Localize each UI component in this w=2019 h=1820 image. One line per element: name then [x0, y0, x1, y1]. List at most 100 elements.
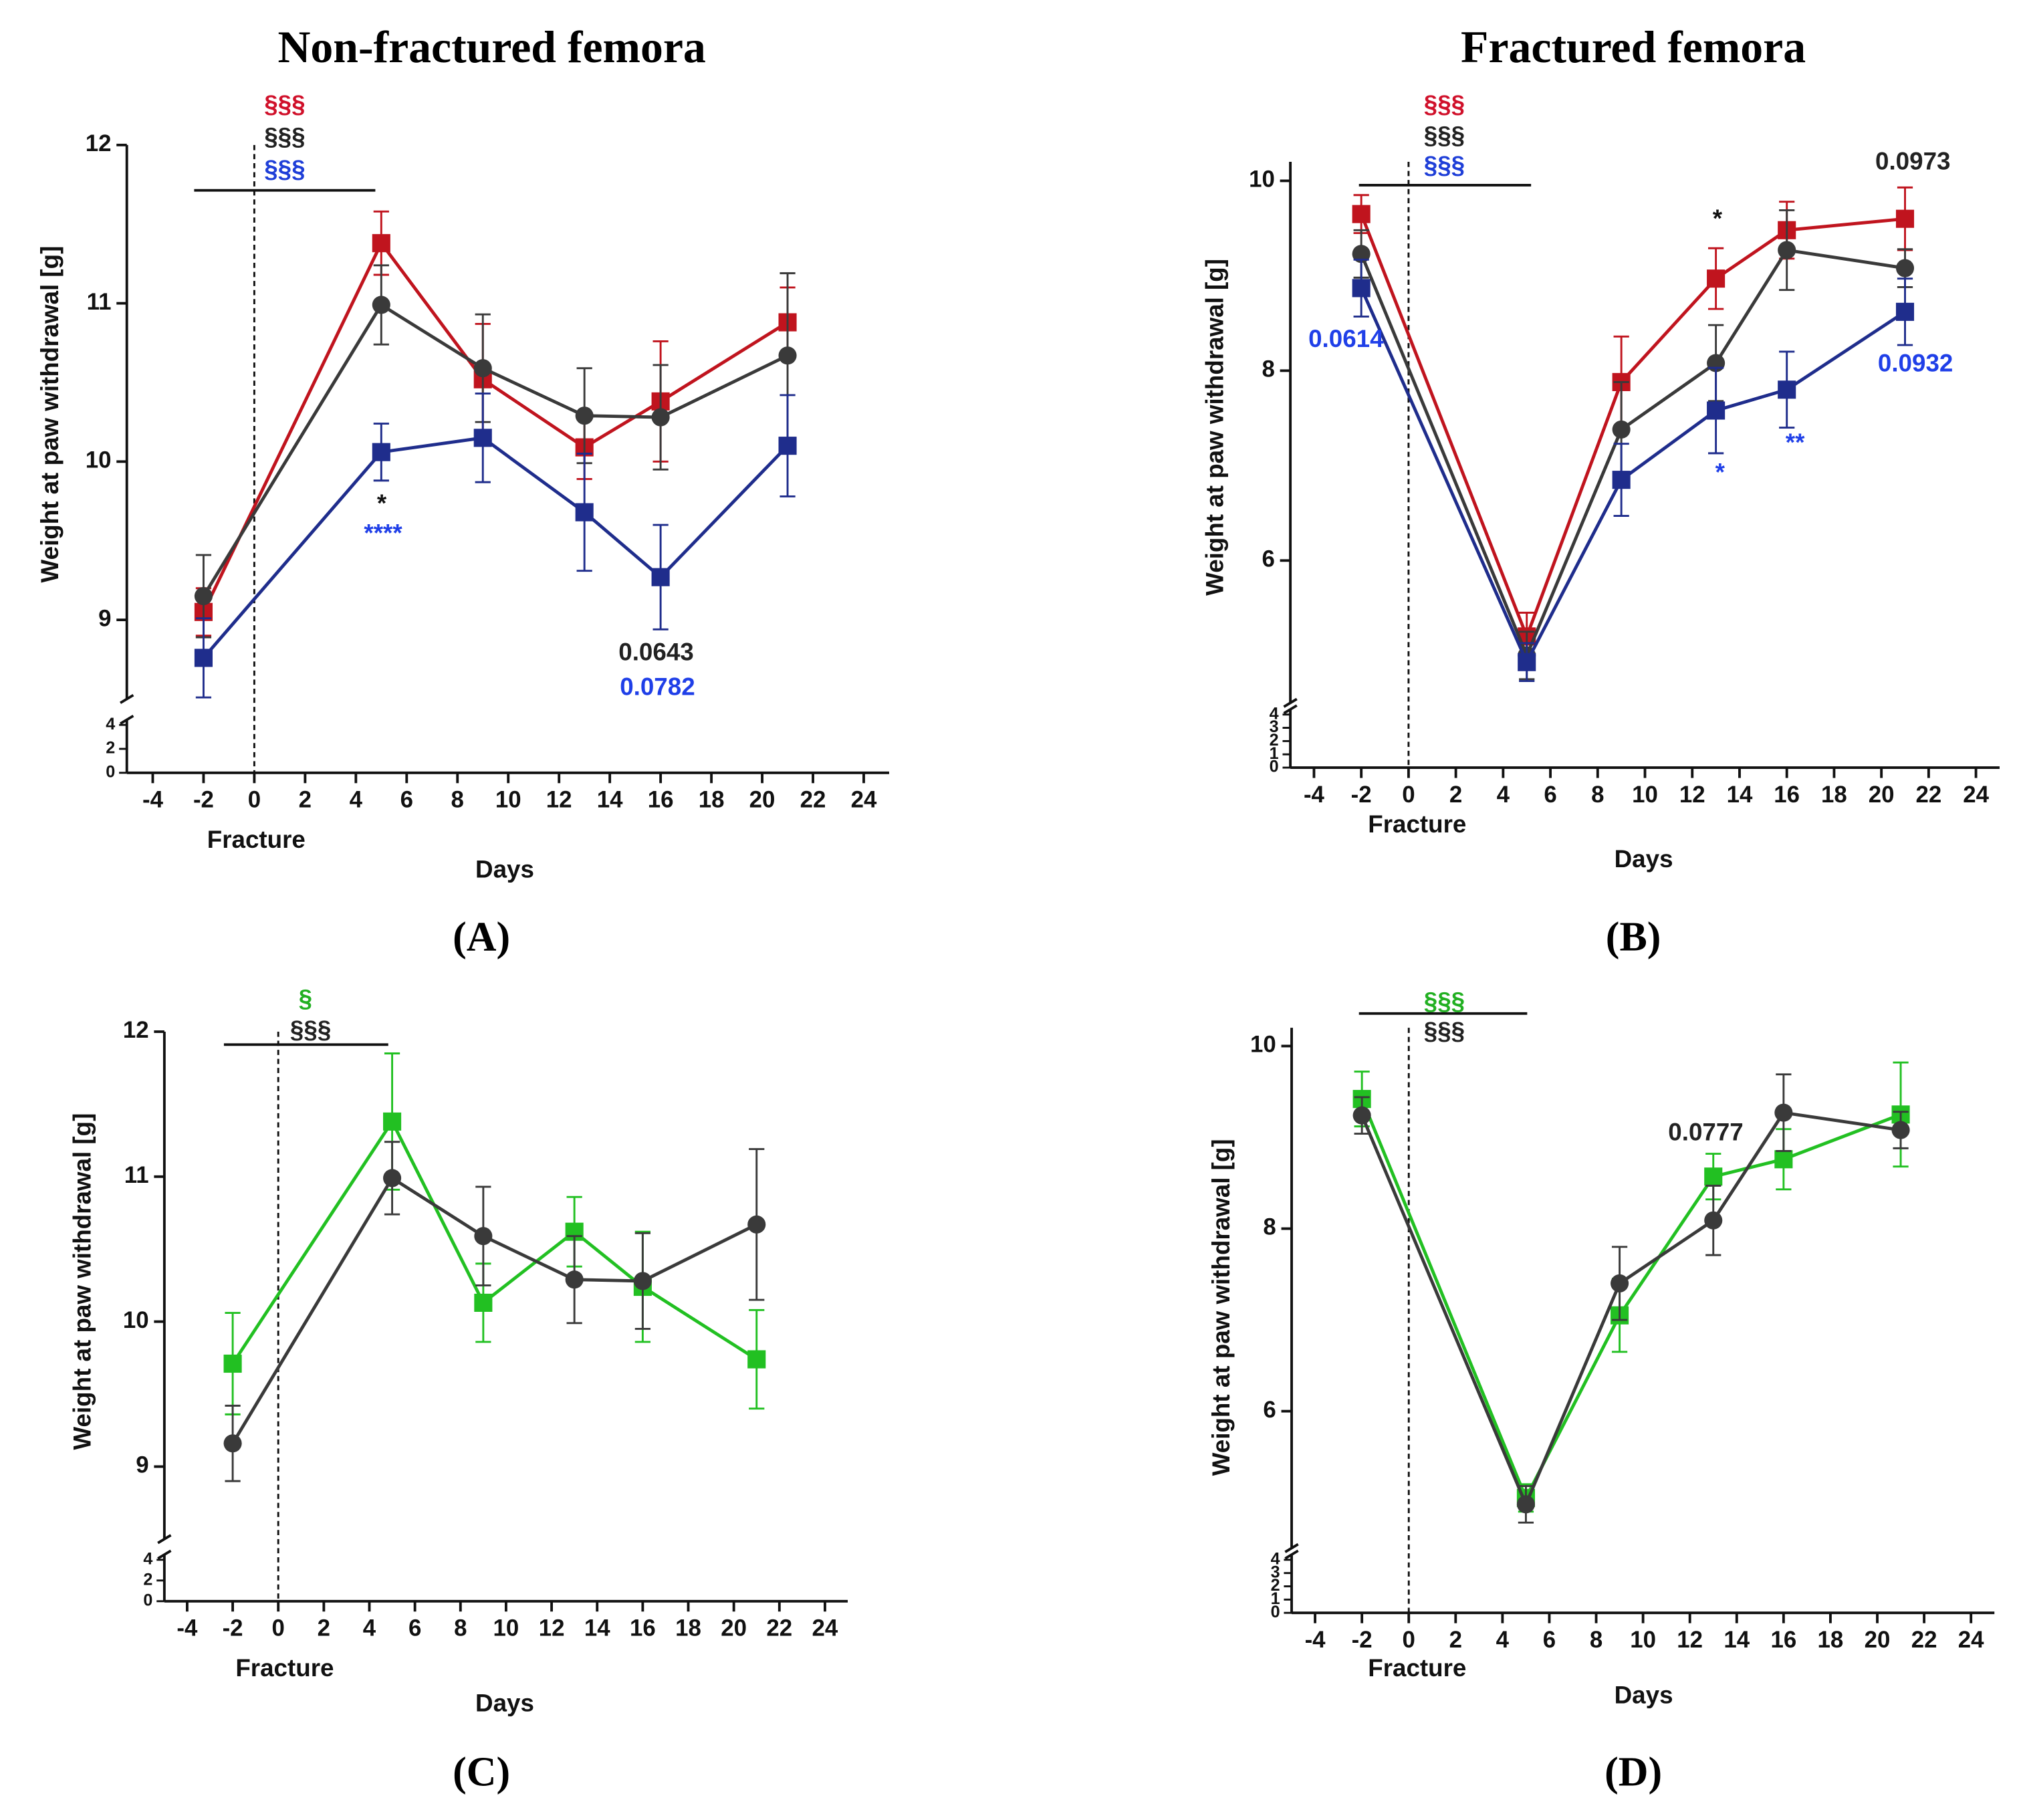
point [1352, 279, 1371, 298]
x-tick-label: 4 [1497, 782, 1510, 808]
y-tick-label: 10 [1249, 166, 1275, 193]
y-tick-label: 6 [1263, 1397, 1276, 1423]
point [565, 1270, 584, 1289]
axis-break [120, 693, 134, 704]
panel-title: Fractured femora [1461, 22, 1806, 72]
annotation: 0.0614 [1308, 325, 1384, 352]
x-tick-label: 12 [539, 1615, 565, 1641]
point [1612, 471, 1631, 489]
x-tick-label: 16 [1774, 782, 1800, 808]
x-tick-label: 2 [299, 787, 312, 813]
y-tick-label: 4 [143, 1549, 152, 1568]
panel-label: (D) [1605, 1749, 1662, 1795]
x-tick-label: 22 [1911, 1627, 1937, 1653]
point [474, 1293, 493, 1312]
point [372, 234, 390, 253]
point [372, 296, 390, 314]
y-tick-label: 3 [1271, 1563, 1280, 1581]
point [575, 407, 594, 425]
x-tick-label: -2 [1351, 782, 1372, 808]
x-tick-label: 2 [318, 1615, 330, 1641]
x-tick-label: 22 [1915, 782, 1941, 808]
y-tick-label: 3 [1270, 717, 1279, 736]
y-axis-label: Weight at paw withdrawal [g] [1201, 259, 1228, 596]
x-tick-label: 24 [1963, 782, 1989, 808]
x-axis-label: Days [475, 1689, 534, 1716]
x-tick-label: 6 [1544, 782, 1556, 808]
point [473, 429, 492, 447]
x-tick-label: 16 [648, 787, 674, 813]
annotation: §§§ [1424, 988, 1465, 1015]
y-tick-label: 2 [1270, 731, 1279, 750]
point [651, 568, 670, 586]
point [383, 1169, 402, 1187]
y-tick-label: 4 [106, 715, 115, 733]
annotation: * [1715, 458, 1726, 485]
series-line [202, 240, 789, 613]
y-tick-label: 8 [1262, 356, 1274, 382]
x-marker-label: Fracture [1368, 1654, 1466, 1682]
point [194, 649, 213, 667]
x-tick-label: 6 [1543, 1627, 1556, 1653]
x-tick-label: 6 [400, 787, 413, 813]
x-tick-label: -4 [176, 1615, 198, 1641]
y-tick-label: 0 [1271, 1603, 1280, 1621]
x-tick-label: 12 [1679, 782, 1705, 808]
x-tick-label: 18 [675, 1615, 701, 1641]
y-axis-label: Weight at paw withdrawal [g] [1207, 1139, 1235, 1476]
series-line [202, 436, 789, 659]
point [474, 1227, 493, 1246]
x-tick-label: 2 [1449, 782, 1462, 808]
point [1516, 1495, 1535, 1514]
y-tick-label: 8 [1263, 1214, 1276, 1240]
x-tick-label: 8 [454, 1615, 467, 1641]
x-tick-label: 18 [699, 787, 725, 813]
axis-break [1283, 704, 1298, 715]
series-line [1359, 248, 1905, 660]
y-tick-label: 1 [1271, 1589, 1280, 1608]
point [1891, 1121, 1910, 1139]
y-tick-label: 11 [124, 1162, 149, 1188]
x-tick-label: 14 [597, 787, 623, 813]
series-line [202, 302, 789, 597]
annotation: § [299, 985, 312, 1012]
x-tick-label: 16 [1770, 1627, 1796, 1653]
point [778, 437, 797, 455]
panel-label: (C) [453, 1749, 510, 1795]
x-tick-label: 22 [800, 787, 826, 813]
annotation: **** [364, 519, 402, 546]
annotation: 0.0973 [1875, 148, 1950, 175]
x-marker-label: Fracture [235, 1654, 334, 1682]
point [1778, 241, 1796, 259]
annotation: 0.0777 [1668, 1119, 1743, 1146]
point [1707, 269, 1726, 288]
point [1518, 653, 1536, 671]
y-tick-label: 2 [143, 1570, 152, 1589]
point [747, 1350, 766, 1369]
x-tick-label: 10 [1632, 782, 1658, 808]
x-axis-label: Days [1615, 845, 1673, 873]
x-tick-label: 24 [851, 787, 877, 813]
y-tick-label: 10 [1250, 1032, 1276, 1058]
point [778, 346, 797, 365]
x-marker-label: Fracture [207, 826, 306, 853]
x-tick-label: 8 [1591, 782, 1604, 808]
annotation: §§§ [290, 1016, 331, 1044]
point [1895, 302, 1915, 321]
point [1352, 245, 1371, 263]
annotation: §§§ [264, 123, 305, 150]
series-line [1359, 287, 1906, 666]
point [1612, 420, 1631, 439]
x-tick-label: 8 [1590, 1627, 1602, 1653]
point [1352, 205, 1371, 223]
annotation: §§§ [1424, 1018, 1465, 1045]
y-tick-label: 0 [143, 1591, 152, 1609]
point [633, 1272, 652, 1290]
x-tick-label: 20 [1865, 1627, 1891, 1653]
annotation: §§§ [1424, 122, 1465, 149]
x-tick-label: 24 [1958, 1627, 1984, 1653]
y-tick-label: 6 [1262, 546, 1274, 572]
